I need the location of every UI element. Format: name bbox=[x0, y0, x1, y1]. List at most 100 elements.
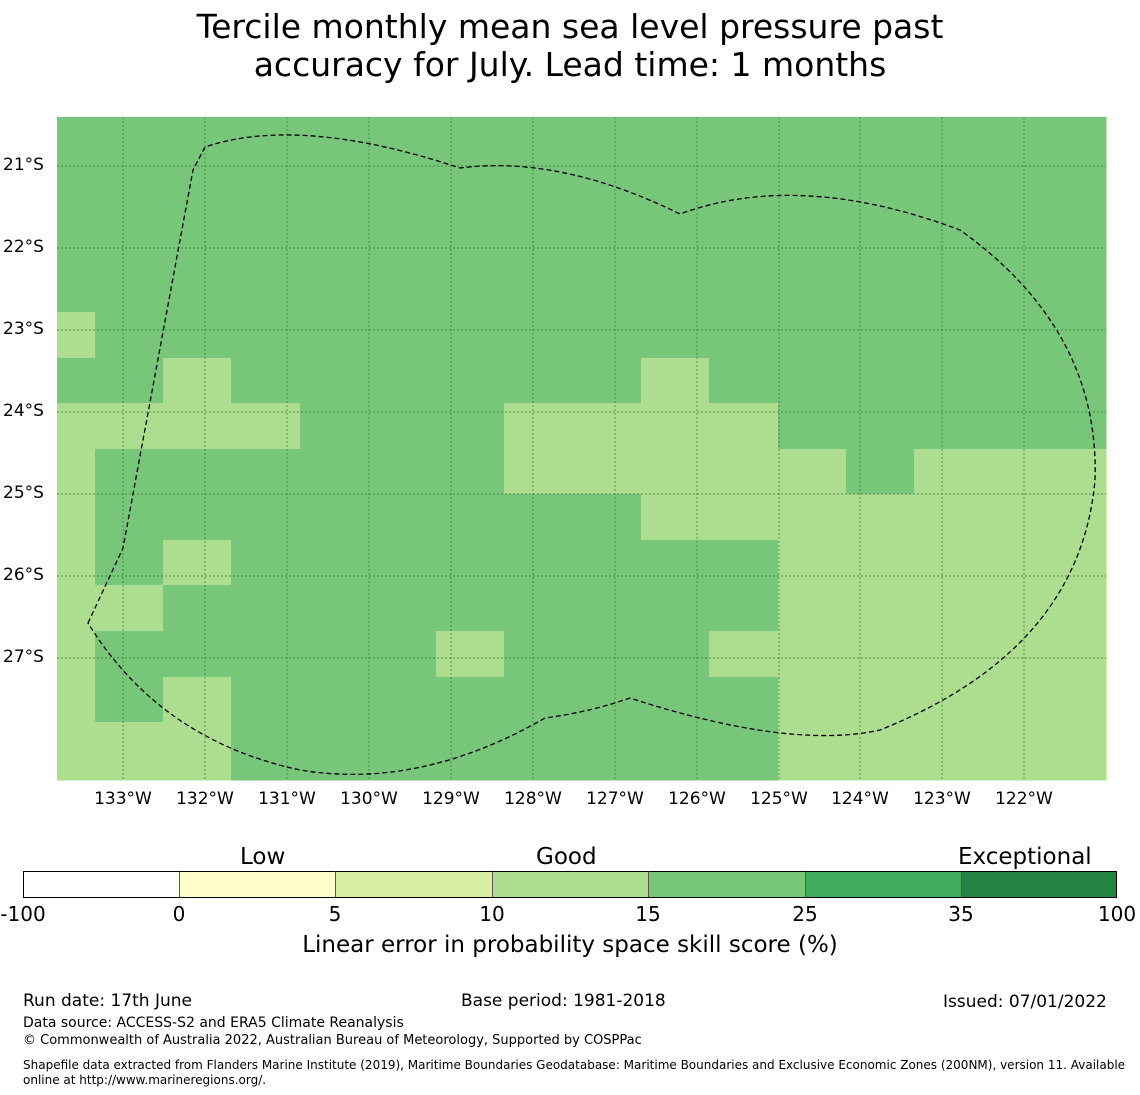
grid-cell bbox=[368, 631, 437, 678]
grid-cell bbox=[709, 677, 779, 723]
grid-cell bbox=[709, 312, 779, 359]
grid-cell bbox=[982, 312, 1107, 359]
grid-cell bbox=[982, 722, 1107, 781]
skill-grid bbox=[57, 117, 1107, 781]
latitude-label: 24°S bbox=[3, 401, 44, 421]
grid-cell bbox=[231, 449, 301, 495]
grid-cell bbox=[163, 677, 232, 723]
grid-cell bbox=[914, 722, 983, 781]
grid-cell bbox=[641, 449, 710, 495]
grid-cell bbox=[982, 117, 1107, 313]
grid-cell bbox=[436, 631, 505, 678]
latitude-label: 26°S bbox=[3, 565, 44, 585]
colorbar-segment bbox=[23, 871, 179, 898]
grid-cell bbox=[436, 494, 505, 541]
eez-boundary bbox=[87, 134, 1096, 775]
grid-cell bbox=[163, 312, 232, 359]
shapefile-credit-line1: Shapefile data extracted from Flanders M… bbox=[23, 1058, 1126, 1072]
latitude-label: 23°S bbox=[3, 319, 44, 339]
grid-cell bbox=[846, 449, 915, 495]
grid-cell bbox=[95, 585, 164, 632]
longitude-label: 126°W bbox=[668, 789, 726, 809]
latitude-label: 27°S bbox=[3, 647, 44, 667]
grid-cell bbox=[368, 403, 437, 450]
grid-cell bbox=[778, 722, 847, 781]
grid-cell bbox=[300, 677, 369, 723]
grid-cell bbox=[982, 631, 1107, 678]
grid-cell bbox=[300, 540, 369, 586]
grid-cell bbox=[57, 117, 96, 313]
grid-cell bbox=[231, 403, 301, 450]
grid-cell bbox=[982, 540, 1107, 586]
grid-cell bbox=[778, 540, 847, 586]
shapefile-credit-line2: online at http://www.marineregions.org/. bbox=[23, 1073, 267, 1087]
map-title-line2: accuracy for July. Lead time: 1 months bbox=[253, 45, 887, 84]
run-date: Run date: 17th June bbox=[23, 991, 192, 1011]
grid-cell bbox=[163, 585, 232, 632]
grid-cell bbox=[982, 449, 1107, 495]
grid-cell bbox=[914, 540, 983, 586]
grid-cell bbox=[436, 358, 505, 404]
colorbar-segment bbox=[961, 871, 1117, 898]
grid-cell bbox=[914, 449, 983, 495]
longitude-label: 127°W bbox=[586, 789, 644, 809]
grid-cell bbox=[914, 403, 983, 450]
longitude-label: 124°W bbox=[831, 789, 889, 809]
grid-cell bbox=[778, 312, 847, 359]
grid-cell bbox=[300, 403, 369, 450]
grid-cell bbox=[95, 312, 164, 359]
grid-cell bbox=[504, 358, 573, 404]
grid-cell bbox=[572, 540, 642, 586]
grid-cell bbox=[914, 585, 983, 632]
grid-cell bbox=[846, 312, 915, 359]
longitude-label: 130°W bbox=[340, 789, 398, 809]
grid-cell bbox=[300, 312, 369, 359]
grid-cell bbox=[504, 677, 573, 723]
grid-cell bbox=[300, 585, 369, 632]
base-period: Base period: 1981-2018 bbox=[461, 991, 666, 1011]
grid-cell bbox=[163, 631, 232, 678]
longitude-label: 125°W bbox=[750, 789, 808, 809]
grid-cell bbox=[504, 403, 573, 450]
grid-cell bbox=[300, 722, 369, 781]
map-title-line1: Tercile monthly mean sea level pressure … bbox=[196, 7, 944, 46]
grid-cell bbox=[300, 494, 369, 541]
grid-cell bbox=[641, 312, 710, 359]
issued-date: Issued: 07/01/2022 bbox=[943, 992, 1107, 1012]
grid-cell bbox=[368, 585, 437, 632]
grid-cell bbox=[778, 585, 847, 632]
grid-cell bbox=[982, 585, 1107, 632]
grid-cell bbox=[709, 358, 779, 404]
colorbar-segment bbox=[335, 871, 492, 898]
grid-cell bbox=[778, 358, 847, 404]
longitude-label: 128°W bbox=[504, 789, 562, 809]
colorbar-tick-label: 5 bbox=[328, 902, 342, 926]
grid-cell bbox=[641, 631, 710, 678]
grid-cell bbox=[504, 540, 573, 586]
grid-cell bbox=[436, 312, 505, 359]
grid-cell bbox=[95, 449, 164, 495]
category-exceptional: Exceptional bbox=[958, 844, 1092, 870]
grid-cell bbox=[231, 722, 301, 781]
grid-cell bbox=[368, 117, 437, 313]
grid-cell bbox=[846, 585, 915, 632]
grid-cell bbox=[982, 403, 1107, 450]
grid-cell bbox=[846, 494, 915, 541]
grid-cell bbox=[641, 585, 710, 632]
grid-cell bbox=[95, 403, 164, 450]
grid-cell bbox=[231, 677, 301, 723]
grid-cell bbox=[709, 631, 779, 678]
grid-cell bbox=[436, 677, 505, 723]
colorbar-segment bbox=[492, 871, 648, 898]
grid-cell bbox=[641, 722, 710, 781]
grid-cell bbox=[778, 494, 847, 541]
grid-cell bbox=[778, 117, 847, 313]
grid-cell bbox=[163, 403, 232, 450]
grid-cell bbox=[572, 312, 642, 359]
grid-cell bbox=[504, 722, 573, 781]
category-good: Good bbox=[536, 844, 597, 870]
grid-cell bbox=[300, 631, 369, 678]
grid-cell bbox=[709, 449, 779, 495]
colorbar-tick-label: 100 bbox=[1097, 902, 1137, 926]
grid-cell bbox=[982, 677, 1107, 723]
